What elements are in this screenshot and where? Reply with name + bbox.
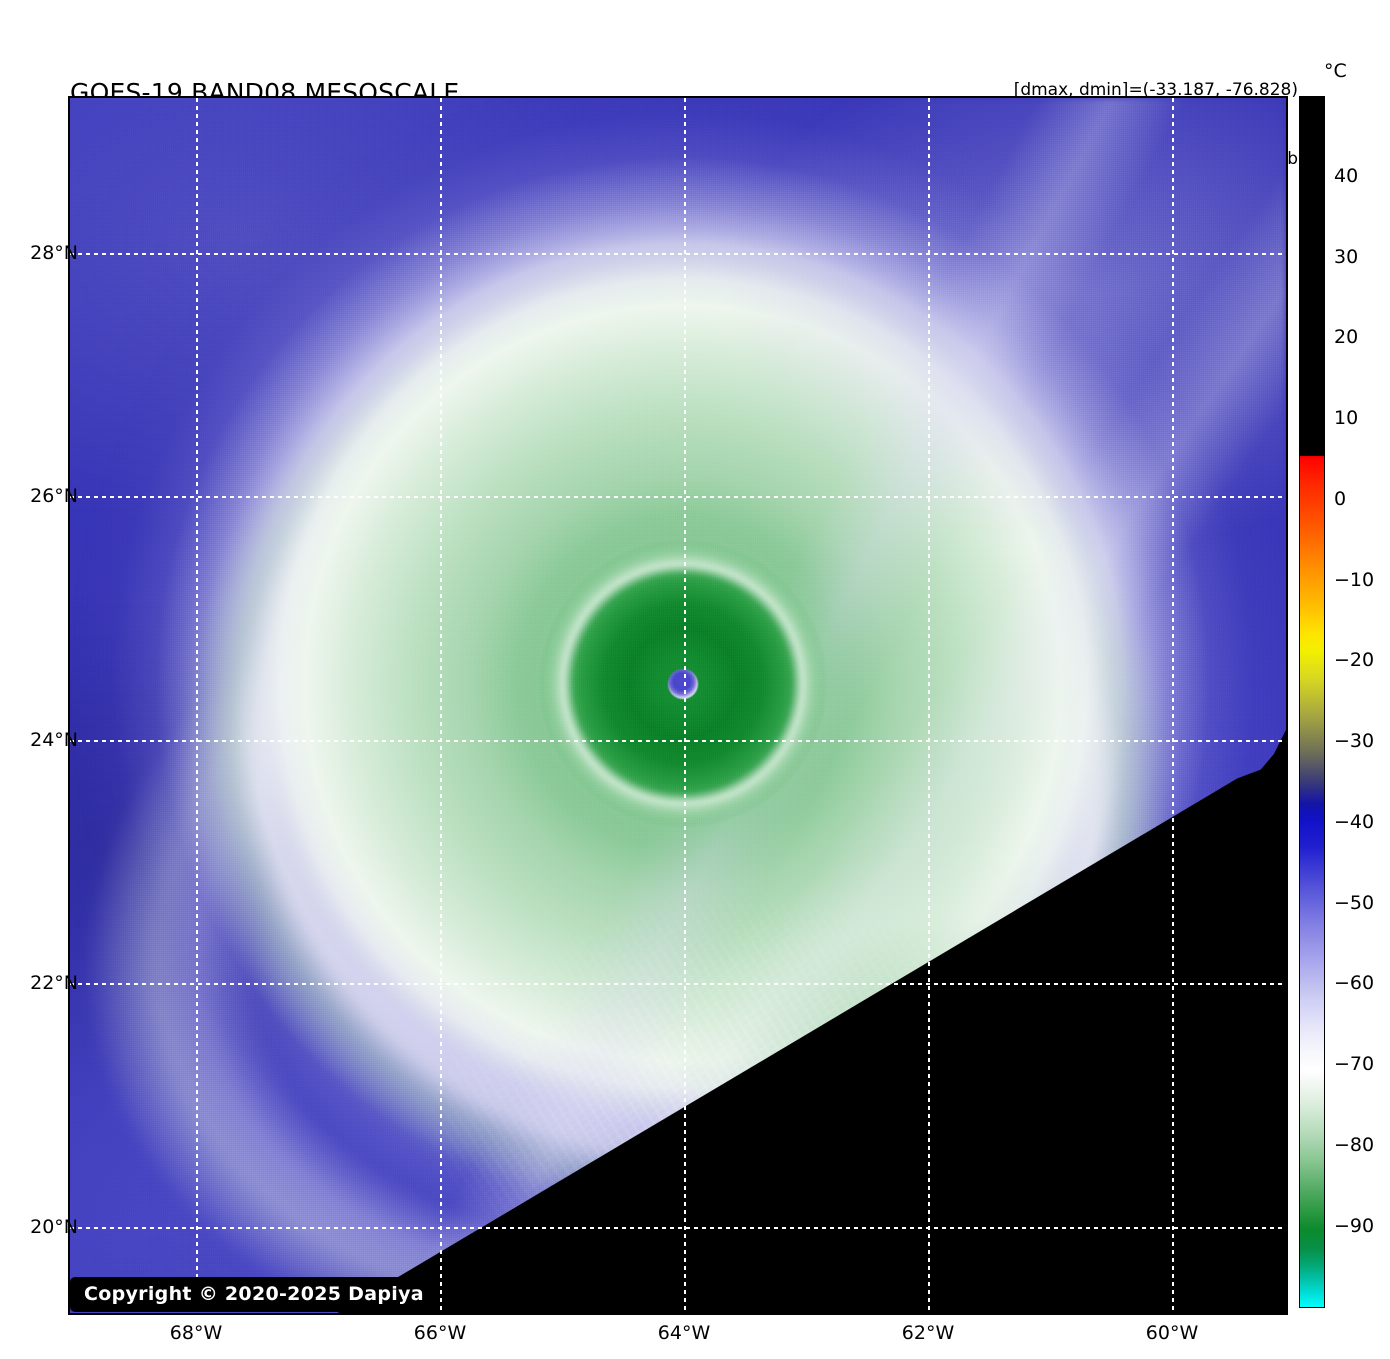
dmax-dmin-annotation: [dmax, dmin]=(-33.187, -76.828) [1013,80,1298,100]
xtick-label-68W: 68°W [169,1322,223,1344]
ytick-label-20N: 20°N [30,1216,78,1238]
xtick-label-66W: 66°W [413,1322,467,1344]
cbar-tick-40: 40 [1334,165,1359,187]
ytick-label-22N: 22°N [30,972,78,994]
cbar-tick-m80: −80 [1334,1134,1375,1156]
cbar-tick-m20: −20 [1334,649,1375,671]
copyright-banner: Copyright © 2020-2025 Dapiya [70,1277,438,1312]
cbar-tick-m70: −70 [1334,1053,1375,1075]
cbar-tick-0: 0 [1334,488,1347,510]
cbar-tick-20: 20 [1334,326,1359,348]
cbar-tick-m40: −40 [1334,811,1375,833]
ytick-label-24N: 24°N [30,729,78,751]
cbar-tick-m10: −10 [1334,569,1375,591]
cbar-tick-m90: −90 [1334,1215,1375,1237]
cbar-tick-m30: −30 [1334,730,1375,752]
cbar-tick-m60: −60 [1334,972,1375,994]
xtick-label-64W: 64°W [657,1322,711,1344]
ytick-label-26N: 26°N [30,485,78,507]
satellite-image-plot [68,96,1288,1315]
xtick-label-62W: 62°W [901,1322,955,1344]
temperature-colorbar [1299,96,1325,1308]
cbar-tick-m50: −50 [1334,892,1375,914]
storm-eye [667,668,698,699]
ytick-label-28N: 28°N [30,242,78,264]
colorbar-unit-label: °C [1324,60,1347,82]
cbar-tick-10: 10 [1334,407,1359,429]
cbar-tick-30: 30 [1334,246,1359,268]
satellite-image-canvas [70,98,1286,1313]
xtick-label-60W: 60°W [1145,1322,1199,1344]
